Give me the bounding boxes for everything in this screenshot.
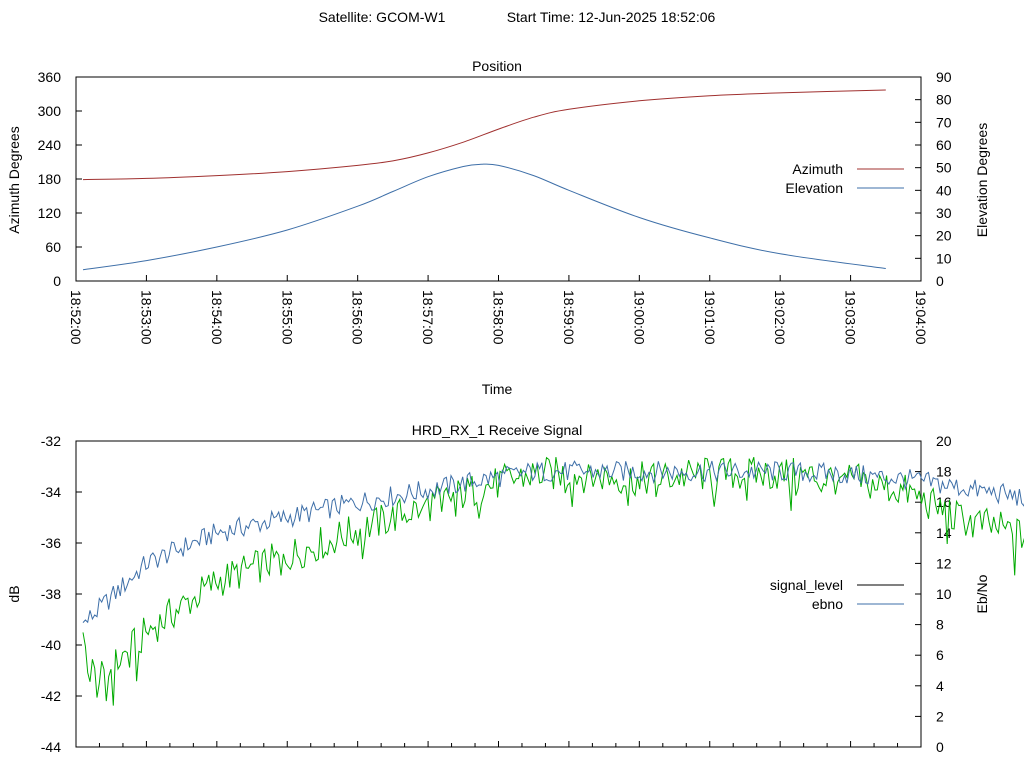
unlabeled-green-series-line (82, 456, 1024, 706)
elevation-tick-label: 60 (936, 137, 952, 153)
time-tick-label: 18:52:00 (68, 290, 84, 345)
db-tick-label: -36 (41, 535, 61, 551)
azimuth-tick-label: 60 (45, 239, 61, 255)
azimuth-ticks: 0 60 120 180 240 300 360 (38, 69, 82, 289)
ebno-tick-label: 10 (936, 586, 952, 602)
azimuth-series-line (82, 89, 886, 181)
elevation-series-line (82, 163, 886, 271)
time-axis-title: Time (482, 381, 513, 397)
time-tick-label: 18:57:00 (420, 290, 436, 345)
elevation-tick-label: 20 (936, 228, 952, 244)
time-tick-label: 19:01:00 (702, 290, 718, 345)
db-axis-title: dB (6, 585, 22, 602)
elevation-ticks: 0 10 20 30 40 50 60 70 80 90 (915, 69, 952, 289)
db-tick-label: -34 (41, 484, 61, 500)
position-chart-title: Position (472, 58, 522, 74)
start-time-label: Start Time: 12-Jun-2025 18:52:06 (507, 9, 716, 25)
azimuth-tick-label: 360 (38, 69, 62, 85)
elevation-tick-label: 40 (936, 182, 952, 198)
time-tick-label: 18:54:00 (209, 290, 225, 345)
ebno-tick-label: 12 (936, 555, 952, 571)
db-tick-label: -32 (41, 433, 61, 449)
azimuth-tick-label: 180 (38, 171, 62, 187)
elevation-tick-label: 80 (936, 92, 952, 108)
azimuth-tick-label: 240 (38, 137, 62, 153)
azimuth-tick-label: 0 (53, 273, 61, 289)
azimuth-axis-title: Azimuth Degrees (6, 126, 22, 233)
signal-time-ticks (75, 741, 922, 747)
ebno-tick-label: 20 (936, 433, 952, 449)
ebno-tick-label: 18 (936, 464, 952, 480)
db-tick-label: -38 (41, 586, 61, 602)
time-tick-label: 19:03:00 (843, 290, 859, 345)
elevation-tick-label: 10 (936, 250, 952, 266)
time-tick-label: 18:56:00 (350, 290, 366, 345)
legend-elevation-label: Elevation (785, 180, 843, 196)
ebno-tick-label: 4 (936, 678, 944, 694)
time-ticks: 18:52:00 18:53:00 18:54:00 18:55:00 18:56:00… (68, 275, 929, 345)
elevation-axis-title: Elevation Degrees (974, 123, 990, 237)
elevation-tick-label: 30 (936, 205, 952, 221)
time-tick-label: 18:53:00 (138, 290, 154, 345)
ebno-tick-label: 0 (936, 739, 944, 755)
elevation-tick-label: 70 (936, 114, 952, 130)
ebno-axis-title: Eb/No (974, 574, 990, 613)
ebno-series-line (82, 460, 1024, 624)
time-tick-label: 19:04:00 (913, 290, 929, 345)
ebno-tick-label: 16 (936, 494, 952, 510)
elevation-tick-label: 50 (936, 160, 952, 176)
time-tick-label: 18:58:00 (491, 290, 507, 345)
db-tick-label: -44 (41, 739, 61, 755)
ebno-tick-label: 14 (936, 525, 952, 541)
signal-chart-title: HRD_RX_1 Receive Signal (412, 422, 582, 438)
time-tick-label: 18:55:00 (279, 290, 295, 345)
time-tick-label: 18:59:00 (561, 290, 577, 345)
legend-azimuth-label: Azimuth (792, 161, 843, 177)
elevation-tick-label: 0 (936, 273, 944, 289)
satellite-label: Satellite: GCOM-W1 (319, 9, 446, 25)
db-tick-label: -42 (41, 688, 61, 704)
ebno-tick-label: 6 (936, 647, 944, 663)
db-ticks: -44 -42 -40 -38 -36 -34 -32 (41, 433, 82, 755)
db-tick-label: -40 (41, 637, 61, 653)
azimuth-tick-label: 300 (38, 103, 62, 119)
legend-signal-level-label: signal_level (770, 577, 843, 593)
legend-ebno-label: ebno (812, 596, 843, 612)
azimuth-tick-label: 120 (38, 205, 62, 221)
time-tick-label: 19:00:00 (631, 290, 647, 345)
time-tick-label: 19:02:00 (772, 290, 788, 345)
elevation-tick-label: 90 (936, 69, 952, 85)
ebno-tick-label: 2 (936, 708, 944, 724)
ebno-tick-label: 8 (936, 617, 944, 633)
